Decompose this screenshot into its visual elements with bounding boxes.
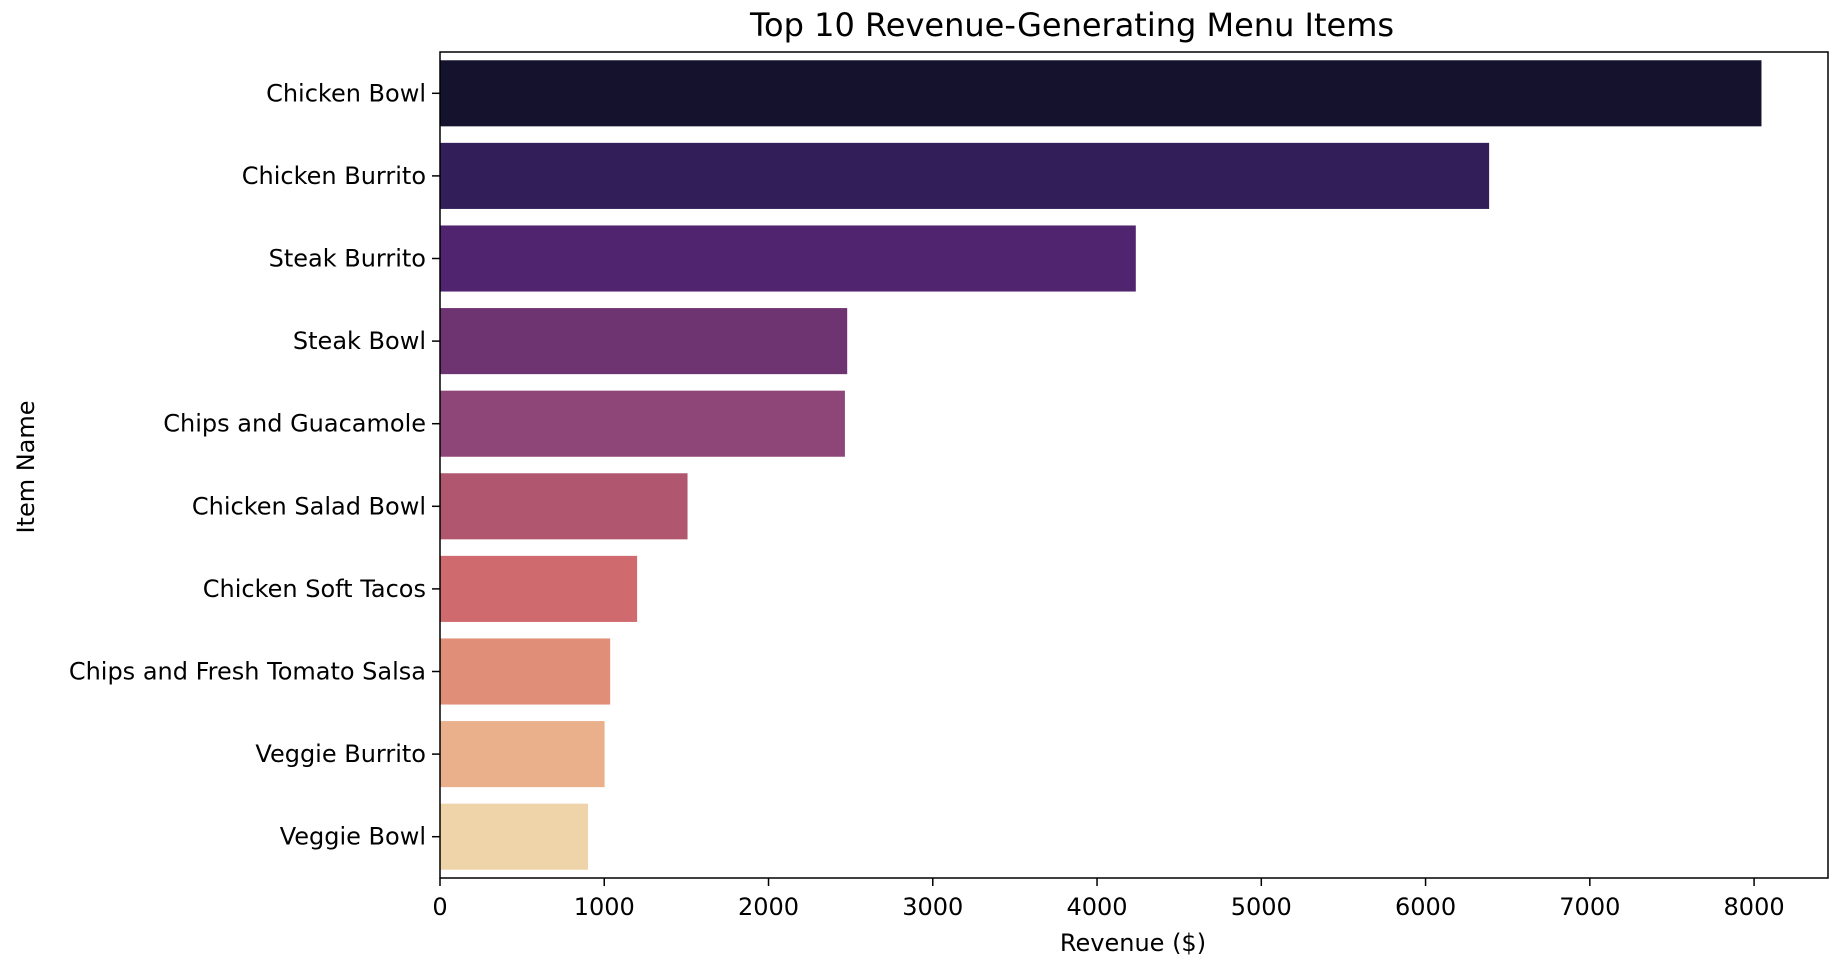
x-tick-label: 8000 [1724, 893, 1785, 921]
x-tick-label: 6000 [1395, 893, 1456, 921]
y-axis-label: Item Name [12, 400, 40, 533]
bar-veggie-burrito [440, 721, 605, 788]
y-tick-label: Veggie Bowl [280, 823, 426, 851]
bars-group [440, 60, 1762, 870]
x-tick-label: 2000 [738, 893, 799, 921]
y-tick-label: Chips and Fresh Tomato Salsa [69, 658, 426, 686]
bar-chips-and-guacamole [440, 390, 845, 457]
x-tick-label: 3000 [902, 893, 963, 921]
x-tick-label: 7000 [1559, 893, 1620, 921]
bar-chips-and-fresh-tomato-salsa [440, 638, 611, 705]
ticks-group: Chicken Bowl Chicken Burrito Steak Burrito… [69, 79, 1785, 921]
y-tick-label: Chicken Soft Tacos [203, 575, 426, 603]
bar-chicken-bowl [440, 60, 1762, 127]
chart-title: Top 10 Revenue-Generating Menu Items [749, 6, 1394, 44]
y-tick-label: Chicken Burrito [242, 162, 426, 190]
y-tick-label: Chips and Guacamole [163, 410, 426, 438]
y-tick-label: Chicken Bowl [266, 79, 426, 107]
bar-chicken-soft-tacos [440, 555, 638, 622]
bar-veggie-bowl [440, 803, 588, 870]
plot-frame [439, 51, 1829, 879]
x-axis-label: Revenue ($) [1060, 929, 1206, 957]
y-tick-label: Chicken Salad Bowl [192, 492, 426, 520]
bar-steak-bowl [440, 308, 848, 375]
x-tick-label: 5000 [1231, 893, 1292, 921]
bar-chicken-salad-bowl [440, 473, 688, 540]
y-tick-label: Steak Bowl [293, 327, 426, 355]
y-tick-label: Veggie Burrito [255, 740, 426, 768]
x-tick-label: 4000 [1067, 893, 1128, 921]
bar-chicken-burrito [440, 142, 1490, 209]
y-tick-label: Steak Burrito [269, 245, 426, 273]
bar-steak-burrito [440, 225, 1136, 292]
x-tick-label: 0 [432, 893, 447, 921]
x-tick-label: 1000 [574, 893, 635, 921]
